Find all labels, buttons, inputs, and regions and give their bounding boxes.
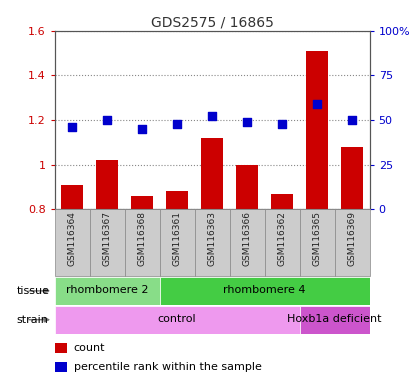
Bar [230, 209, 265, 276]
Bar [61, 185, 84, 384]
Bar [55, 343, 67, 353]
Text: percentile rank within the sample: percentile rank within the sample [74, 362, 261, 372]
Text: rhombomere 2: rhombomere 2 [66, 285, 148, 295]
Bar [194, 209, 230, 276]
Bar [55, 306, 299, 333]
Point [279, 121, 286, 127]
Bar [236, 165, 258, 384]
Bar [306, 51, 328, 384]
Text: GSM116364: GSM116364 [68, 211, 76, 266]
Text: count: count [74, 343, 105, 353]
Bar [55, 277, 160, 305]
Bar [335, 209, 370, 276]
Text: GSM116362: GSM116362 [278, 211, 286, 266]
Point [174, 121, 181, 127]
Bar [131, 196, 153, 384]
Bar [55, 362, 67, 372]
Bar [341, 147, 363, 384]
Bar [55, 209, 89, 276]
Title: GDS2575 / 16865: GDS2575 / 16865 [151, 16, 273, 30]
Text: rhombomere 4: rhombomere 4 [223, 285, 306, 295]
Bar [160, 277, 370, 305]
Point [104, 117, 110, 123]
Text: GSM116368: GSM116368 [138, 211, 147, 266]
Text: GSM116366: GSM116366 [243, 211, 252, 266]
Text: GSM116363: GSM116363 [207, 211, 217, 266]
Bar [160, 209, 194, 276]
Point [139, 126, 145, 132]
Text: Hoxb1a deficient: Hoxb1a deficient [287, 314, 382, 324]
Bar [201, 138, 223, 384]
Point [69, 124, 76, 130]
Bar [125, 209, 160, 276]
Bar [299, 306, 370, 333]
Text: GSM116369: GSM116369 [348, 211, 357, 266]
Point [314, 101, 320, 108]
Point [209, 113, 215, 119]
Point [244, 119, 250, 125]
Bar [96, 160, 118, 384]
Point [349, 117, 355, 123]
Bar [166, 192, 189, 384]
Bar [271, 194, 294, 384]
Bar [265, 209, 299, 276]
Bar [89, 209, 125, 276]
Text: GSM116365: GSM116365 [312, 211, 322, 266]
Text: tissue: tissue [17, 286, 50, 296]
Text: strain: strain [17, 314, 49, 325]
Text: control: control [158, 314, 197, 324]
Bar [299, 209, 335, 276]
Text: GSM116361: GSM116361 [173, 211, 181, 266]
Text: GSM116367: GSM116367 [102, 211, 112, 266]
